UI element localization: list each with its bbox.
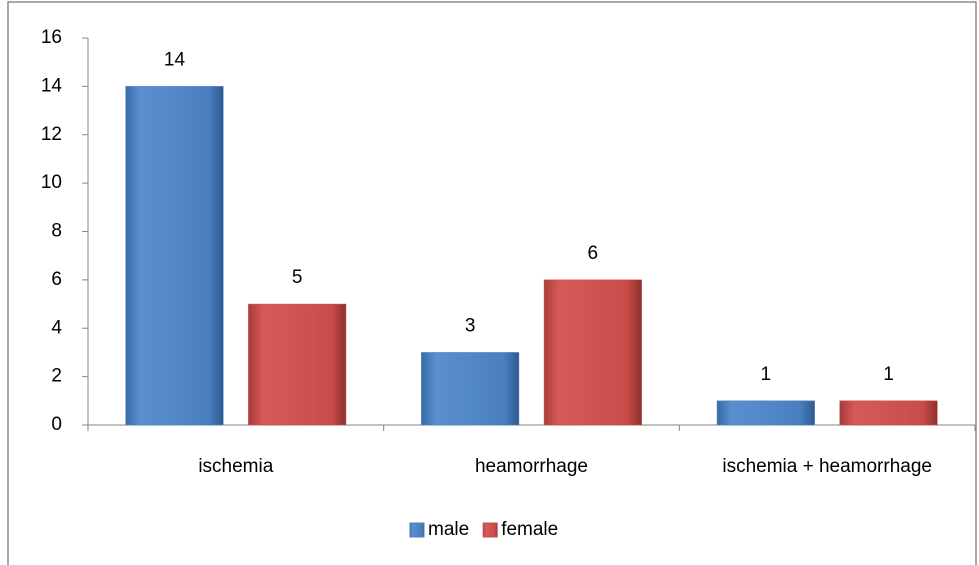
- data-label: 5: [292, 267, 303, 288]
- data-label: 6: [588, 243, 599, 264]
- bar: [248, 303, 347, 426]
- legend-label: male: [428, 519, 469, 540]
- y-tick-label: 10: [41, 172, 62, 193]
- bar: [543, 279, 642, 426]
- y-tick-label: 16: [41, 27, 62, 48]
- x-tick-label: heamorrhage: [475, 456, 588, 477]
- chart-border: [7, 1, 977, 565]
- legend-label: female: [501, 519, 558, 540]
- data-label: 3: [465, 315, 476, 336]
- x-tick-label: ischemia: [198, 456, 273, 477]
- y-tick-label: 2: [51, 366, 62, 387]
- bar: [716, 400, 815, 426]
- legend-swatch: [409, 522, 425, 538]
- data-label: 14: [164, 49, 186, 70]
- y-tick-label: 0: [51, 414, 62, 435]
- y-tick-label: 12: [41, 124, 62, 145]
- y-tick-label: 14: [41, 75, 63, 96]
- legend-swatch: [482, 522, 498, 538]
- x-tick-label: ischemia + heamorrhage: [722, 456, 932, 477]
- data-label: 1: [761, 364, 772, 385]
- bar: [839, 400, 938, 426]
- bar: [125, 86, 224, 426]
- data-label: 1: [883, 364, 894, 385]
- y-tick-label: 8: [51, 221, 62, 242]
- y-tick-label: 6: [51, 269, 62, 290]
- y-tick-label: 4: [51, 317, 62, 338]
- bar: [421, 352, 520, 426]
